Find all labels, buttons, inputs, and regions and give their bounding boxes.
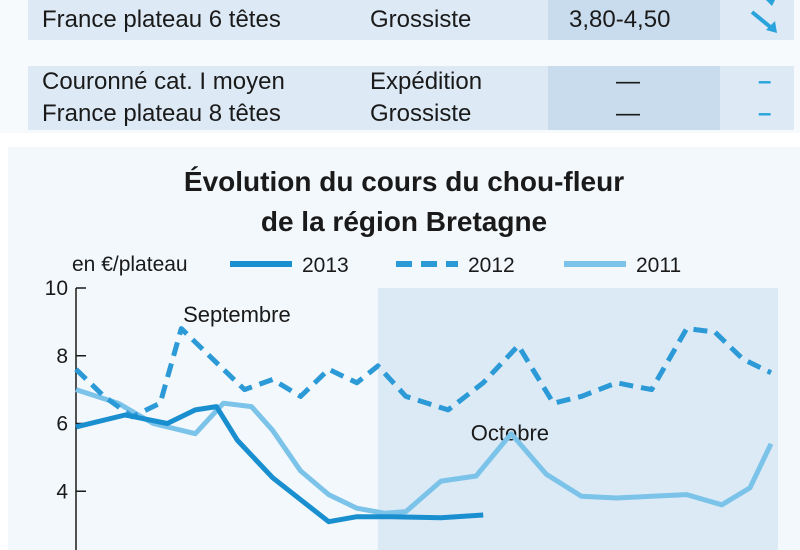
trend-stable-icon: – — [758, 68, 772, 95]
trend-up-arrow-icon-cropped — [766, 0, 775, 6]
line-chart: Évolution du cours du chou-fleur de la r… — [45, 166, 778, 550]
y-tick-label: 6 — [56, 413, 68, 436]
table-cell-stage: Grossiste — [370, 6, 472, 33]
table-cell-product: France plateau 8 têtes — [42, 100, 281, 127]
section-gap — [0, 133, 800, 147]
table-cell-product: France plateau 6 têtes — [42, 6, 281, 33]
table-cell-price: 3,80-4,50 — [569, 6, 671, 33]
month-label: Septembre — [183, 302, 291, 327]
y-axis-unit-label: en €/plateau — [72, 253, 188, 276]
month-shade-october — [377, 288, 778, 550]
trend-stable-icon: – — [758, 100, 772, 127]
chart-panel: Évolution du cours du chou-fleur de la r… — [8, 147, 800, 550]
y-tick-label: 10 — [45, 277, 68, 300]
chart-legend: 2013 2012 2011 — [230, 254, 681, 277]
series-line-2013 — [75, 404, 484, 525]
price-column-shade — [548, 0, 720, 40]
series-line-2011 — [75, 387, 774, 516]
legend-label-2011: 2011 — [636, 254, 681, 277]
series-lines — [74, 326, 774, 525]
legend-label-2012: 2012 — [468, 254, 515, 277]
y-tick-label: 8 — [56, 345, 68, 368]
table-cell-price: — — [616, 68, 640, 95]
table-cell-stage: Expédition — [370, 68, 483, 95]
chart-title-line-2: de la région Bretagne — [261, 206, 547, 237]
table-cell-product: Couronné cat. I moyen — [42, 68, 285, 95]
y-axis: 2 4 6 8 10 — [45, 277, 86, 550]
price-column-shade — [548, 66, 720, 130]
table-cell-price: — — [616, 100, 640, 127]
y-tick-label: 2 — [56, 548, 68, 550]
price-table: France plateau 6 têtes Grossiste 3,80-4,… — [0, 0, 800, 133]
y-tick-label: 4 — [56, 480, 68, 503]
legend-label-2013: 2013 — [302, 254, 349, 277]
table-cell-stage: Grossiste — [370, 100, 472, 127]
trend-down-arrow-icon — [750, 0, 777, 33]
series-line-2012 — [74, 326, 773, 420]
chart-title-line-1: Évolution du cours du chou-fleur — [184, 166, 624, 197]
